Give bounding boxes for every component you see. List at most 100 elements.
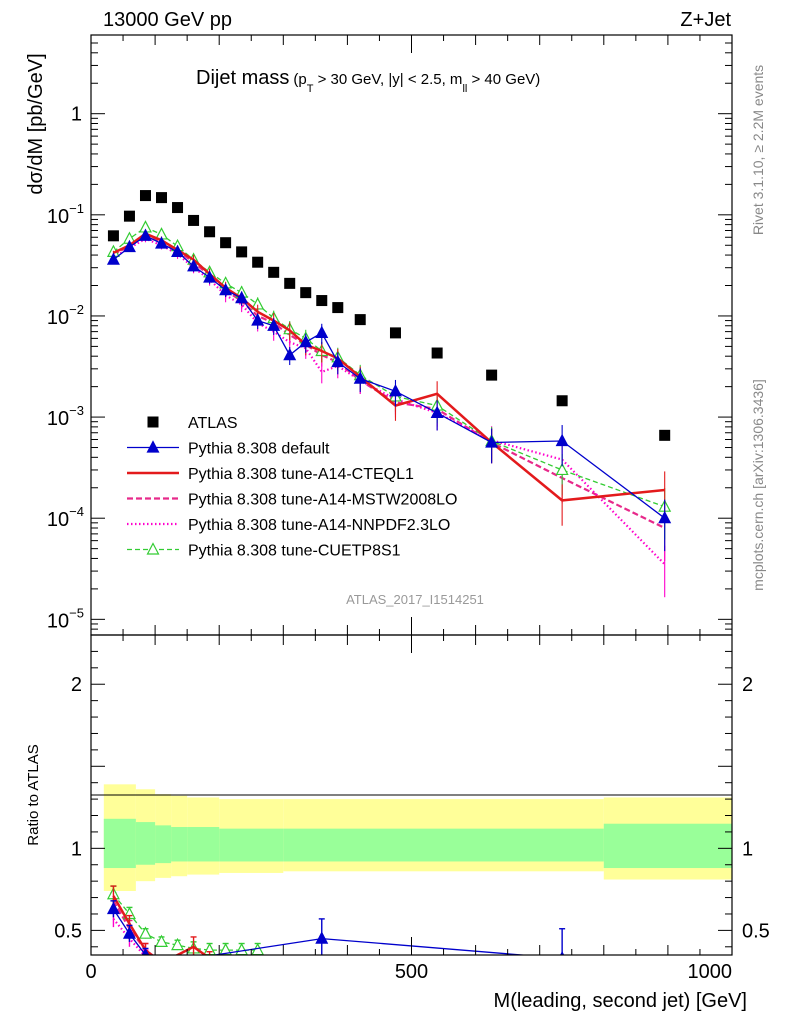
default-point (283, 347, 297, 361)
data-point (332, 302, 344, 314)
cteql1-ratio-line (112, 895, 208, 955)
y-tick-exp: −5 (69, 605, 84, 620)
analysis-id: ATLAS_2017_I1514251 (346, 592, 484, 607)
ratio-band-inner (171, 827, 188, 862)
data-point (300, 287, 312, 299)
default-point (155, 236, 169, 249)
default-ratio-point (122, 926, 136, 939)
ratio-band-inner (103, 818, 136, 869)
legend-item-cteql1: Pythia 8.308 tune-A14-CTEQL1 (127, 466, 414, 483)
cuetp8s1-ratio-point (235, 942, 249, 955)
cuetp8s1-ratio-point (155, 934, 169, 947)
series-mstw (112, 232, 666, 561)
data-point (268, 266, 280, 278)
data-point (486, 369, 498, 381)
ratio-y-tick-label-right: 0.5 (742, 920, 770, 942)
default-ratio-point (560, 950, 565, 955)
ratio-band-inner (283, 828, 604, 862)
main-ylabel: dσ/dM [pb/GeV] (25, 53, 47, 194)
default-point (203, 270, 217, 283)
x-axis-label: M(leading, second jet) [GeV] (494, 990, 747, 1012)
y-tick-exp: −1 (69, 201, 84, 216)
default-ratio-point (156, 957, 167, 968)
y-tick-label: 10−1 (47, 201, 84, 228)
data-point (204, 226, 216, 238)
series-default (106, 228, 672, 552)
y-tick-label: 10−4 (47, 504, 84, 531)
cuetp8s1-ratio-point (138, 926, 152, 939)
default-point (555, 433, 569, 447)
data-point (659, 429, 671, 441)
default-ratio-point (315, 931, 329, 944)
default-point (267, 318, 281, 331)
legend-item-data: ATLAS (147, 415, 238, 432)
data-point (316, 295, 328, 307)
y-tick-base: 10 (47, 509, 69, 531)
title-cuts-open: (p (293, 71, 306, 88)
legend-item-mstw: Pythia 8.308 tune-A14-MSTW2008LO (127, 492, 457, 509)
default-ratio-point (106, 901, 120, 915)
ratio-series-default (106, 900, 566, 968)
ratio-series-layer (106, 885, 566, 968)
data-point (284, 277, 296, 289)
legend-marker (146, 542, 160, 555)
ratio-band-inner (135, 822, 156, 865)
default-point (122, 239, 136, 253)
default-point (331, 354, 345, 368)
default-point (388, 383, 402, 397)
data-point (172, 202, 184, 214)
default-point (235, 290, 249, 304)
y-tick-base: 10 (47, 206, 69, 228)
ratio-y-tick-label-right: 2 (742, 674, 753, 696)
title-pt-sub: T (307, 83, 314, 95)
legend-label: Pythia 8.308 default (188, 441, 330, 458)
data-point (156, 192, 168, 204)
data-point (188, 214, 200, 226)
default-ratio-point (141, 947, 150, 955)
series-data (107, 190, 671, 441)
y-tick-exp: −3 (69, 403, 84, 418)
legend-label: Pythia 8.308 tune-A14-MSTW2008LO (188, 492, 457, 509)
default-point (485, 435, 499, 448)
y-tick-exp: −2 (69, 302, 84, 317)
y-tick-label: 10−5 (47, 605, 84, 632)
default-point (106, 252, 120, 265)
default-point (353, 371, 367, 384)
data-point (139, 190, 151, 202)
rivet-label: Rivet 3.1.10, ≥ 2.2M events (750, 65, 766, 235)
ratio-y-tick-label: 2 (71, 674, 82, 696)
y-tick-label: 10−2 (47, 302, 84, 329)
ratio-uncertainty-bands (103, 784, 732, 891)
y-tick-label: 10−3 (47, 403, 84, 430)
nnpdf-ratio-line (112, 918, 146, 955)
main-series-layer (106, 190, 672, 598)
default-ratio-line (112, 908, 530, 955)
default-point (187, 258, 201, 272)
ratio-band-inner (187, 827, 220, 862)
cuetp8s1-ratio-point (171, 937, 185, 951)
title-cuts-mid: > 30 GeV, |y| < 2.5, m (313, 71, 462, 88)
data-point (354, 314, 366, 326)
ratio-ylabel: Ratio to ATLAS (25, 744, 42, 845)
data-point (389, 327, 401, 339)
default-point (219, 282, 233, 296)
x-tick-label: 0 (85, 961, 96, 983)
axes-layer: 110−110−210−310−410−50.5 0.51 12 20 500 1000 (47, 34, 770, 983)
y-tick-exp: −4 (69, 504, 84, 519)
y-tick-base: 10 (47, 408, 69, 430)
ratio-band-inner (219, 828, 284, 862)
ratio-y-tick-label: 1 (71, 838, 82, 860)
legend-marker (146, 440, 160, 453)
data-point (236, 246, 248, 258)
ratio-frame (90, 634, 733, 956)
x-tick-label: 1000 (688, 961, 733, 983)
legend-label: Pythia 8.308 tune-A14-CTEQL1 (188, 466, 414, 483)
legend-label: ATLAS (188, 415, 238, 432)
cteql1-line (112, 232, 665, 502)
legend-label: Pythia 8.308 tune-CUETP8S1 (188, 543, 401, 560)
legend: ATLAS Pythia 8.308 default Pythia 8.308 tu… (127, 415, 457, 560)
x-tick-label: 500 (395, 961, 428, 983)
title-ll-sub: ll (462, 83, 467, 95)
data-point (252, 256, 264, 268)
